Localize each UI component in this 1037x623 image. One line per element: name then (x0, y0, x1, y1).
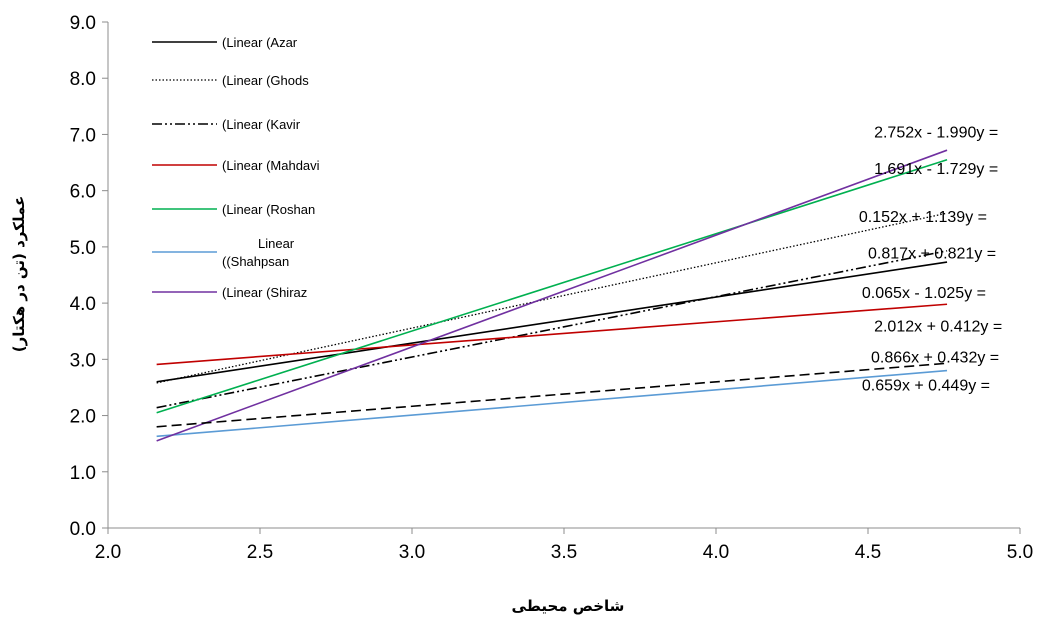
axes: 0.0 1.0 2.0 3.0 4.0 5.0 6.0 7.0 8.0 9.0 2.0 2.5 3.0 3… (70, 13, 1034, 563)
y-tick-label: 8.0 (70, 69, 96, 90)
y-tick-label: 6.0 (70, 182, 96, 203)
series-layer (156, 149, 948, 442)
x-tick-label: 3.0 (399, 542, 425, 563)
series-line-linear-shahpsan (156, 369, 948, 438)
legend-label: (Linear (Kavir (222, 117, 301, 132)
x-tick-label: 3.5 (551, 542, 577, 563)
series-line-linear-roshan (156, 158, 948, 414)
regression-equation: 0.817x + 0.821y = (868, 246, 996, 263)
x-tick-label: 5.0 (1007, 542, 1033, 563)
regression-equation: 1.691x - 1.729y = (874, 161, 998, 178)
y-tick-label: 1.0 (70, 463, 96, 484)
y-tick-label: 2.0 (70, 407, 96, 428)
y-tick-label: 5.0 (70, 238, 96, 259)
regression-equation: 2.752x - 1.990y = (874, 125, 998, 142)
y-tick-label: 4.0 (70, 294, 96, 315)
y-axis-title: عملکرد (تن در هکتار) (10, 196, 28, 353)
legend-label: (Linear (Ghods (222, 73, 309, 88)
series-line-linear-shiraz (156, 149, 948, 442)
y-tick-label: 3.0 (70, 350, 96, 371)
y-tick-label: 0.0 (70, 519, 96, 540)
series-line-linear-kavir (156, 250, 948, 409)
legend-label: (Linear (Shiraz (222, 285, 307, 300)
legend-label: (Linear (Mahdavi (222, 158, 320, 173)
series-line-dashed-7 (156, 362, 948, 428)
series-line-linear-azar (156, 261, 948, 383)
y-tick-label: 7.0 (70, 125, 96, 146)
regression-equation: 0.866x + 0.432y = (871, 350, 999, 367)
x-tick-label: 4.0 (703, 542, 729, 563)
regression-equation: 0.152x + 1.139y = (859, 209, 987, 226)
x-tick-label: 2.5 (247, 542, 273, 563)
regression-equation: 0.659x + 0.449y = (862, 378, 990, 395)
legend-label: ((Shahpsan (222, 254, 289, 269)
legend: (Linear (Azar (Linear (Ghods (Linear (Kavi… (152, 35, 320, 300)
regression-equation: 0.065x - 1.025y = (862, 285, 986, 302)
annotations: 2.752x - 1.990y = 1.691x - 1.729y = 0.152x… (859, 125, 1002, 395)
legend-label: Linear (258, 236, 295, 251)
series-line-linear-mahdavi (156, 303, 948, 366)
y-tick-label: 9.0 (70, 13, 96, 34)
x-tick-label: 4.5 (855, 542, 881, 563)
x-tick-label: 2.0 (95, 542, 121, 563)
legend-label: (Linear (Azar (222, 35, 298, 50)
regression-equation: 2.012x + 0.412y = (874, 319, 1002, 336)
legend-label: (Linear (Roshan (222, 202, 315, 217)
x-axis-title: شاخص محیطی (512, 597, 625, 615)
